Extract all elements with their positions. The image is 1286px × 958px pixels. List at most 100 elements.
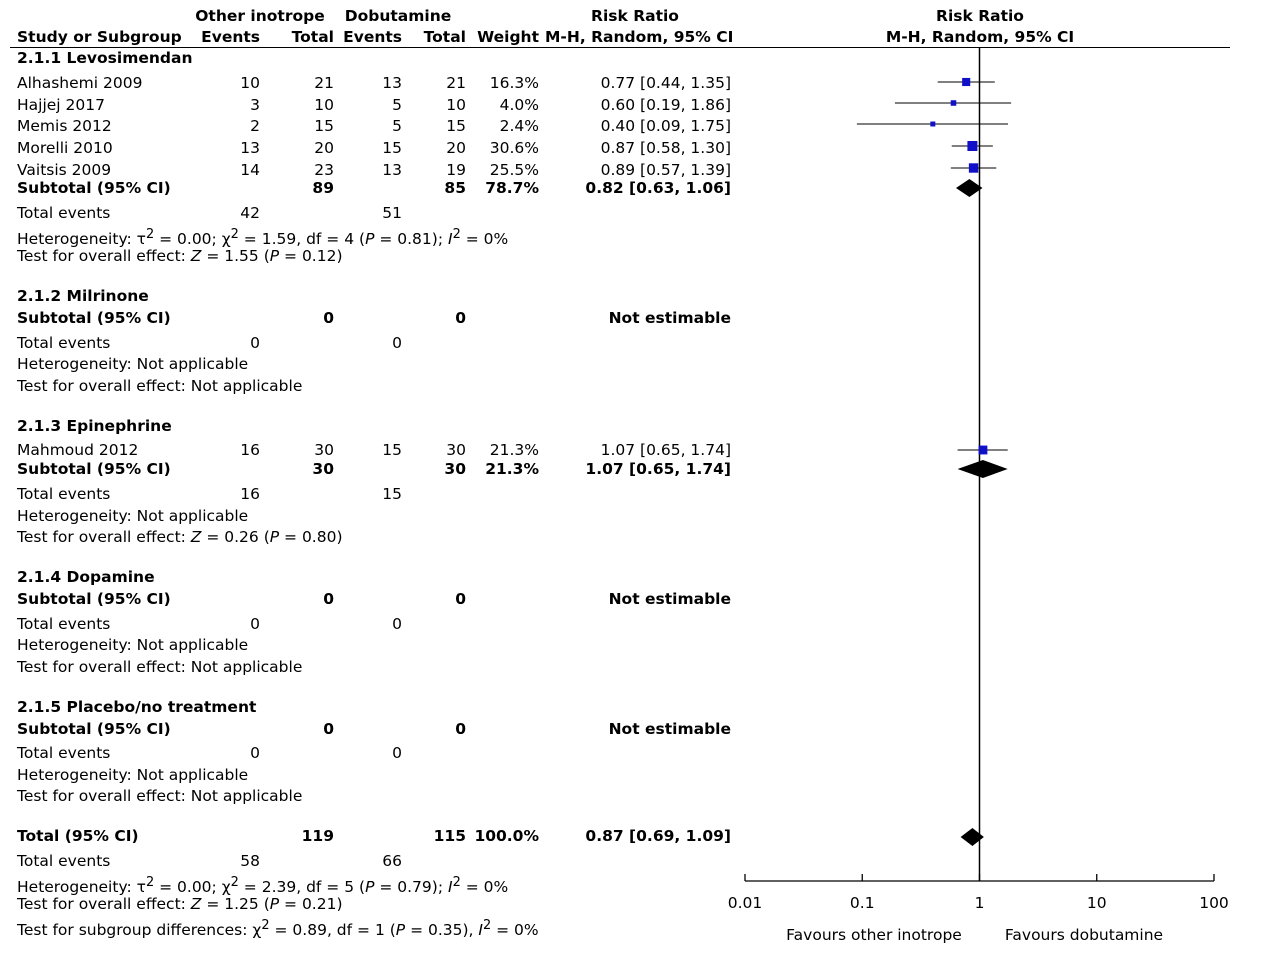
events1: 2 [250,117,260,135]
overall-effect: Test for overall effect: Z = 1.55 (P = 0… [17,247,343,265]
subtotal-total1: 0 [323,590,334,608]
x-tick-label: 100 [1199,894,1229,912]
subtotal-total2: 0 [455,590,466,608]
subtotal-label: Subtotal (95% CI) [17,309,171,327]
subtotal-label: Subtotal (95% CI) [17,590,171,608]
pooled-diamond [955,179,983,197]
rr-method-header: M-H, Random, 95% CI [545,28,734,46]
total-weight: 100.0% [474,827,539,845]
subtotal-total1: 0 [323,309,334,327]
total-events2: 0 [392,615,402,633]
total2: 21 [446,74,466,92]
total2: 30 [446,441,466,459]
total-risk-ratio: 0.87 [0.69, 1.09] [585,827,731,845]
total-events-label: Total events [17,485,111,503]
x-tick-label: 0.01 [728,894,763,912]
weight: 30.6% [489,139,539,157]
risk-ratio: 0.89 [0.57, 1.39] [600,161,731,179]
overall-effect: Test for overall effect: Z = 0.26 (P = 0… [17,528,343,546]
events2: 5 [392,117,402,135]
heterogeneity: Heterogeneity: τ2 = 0.00; χ2 = 2.39, df … [17,875,509,897]
weight: 2.4% [499,117,539,135]
risk-ratio: 0.87 [0.58, 1.30] [600,139,731,157]
heterogeneity: Heterogeneity: Not applicable [17,766,249,784]
total2: 19 [446,161,466,179]
total1: 10 [314,96,334,114]
events1: 13 [240,139,260,157]
total-events-label: Total events [17,615,111,633]
total1: 21 [314,74,334,92]
x-tick-label: 0.1 [850,894,875,912]
subtotal-risk-ratio: 1.07 [0.65, 1.74] [585,460,731,478]
events2: 13 [382,74,402,92]
study-name: Memis 2012 [17,117,112,135]
subtotal-label: Subtotal (95% CI) [17,179,171,197]
subgroup-title: 2.1.3 Epinephrine [17,417,172,435]
study-name: Alhashemi 2009 [17,74,143,92]
total-events-label: Total events [17,204,111,222]
weight-header: Weight [477,28,539,46]
study-column-header: Study or Subgroup [17,28,182,46]
subtotal-total1: 0 [323,720,334,738]
events2: 15 [382,441,402,459]
plot-title: Risk Ratio [936,7,1024,25]
total-events2: 66 [382,852,402,870]
weight: 21.3% [489,441,539,459]
favours-left-label: Favours other inotrope [786,926,962,944]
group1-header: Other inotrope [195,7,325,25]
study-marker [950,100,957,106]
overall-effect: Test for overall effect: Z = 1.25 (P = 0… [17,895,343,913]
total-events1: 0 [250,334,260,352]
overall-effect: Test for overall effect: Not applicable [17,377,303,395]
study-marker [930,121,936,127]
heterogeneity: Heterogeneity: τ2 = 0.00; χ2 = 1.59, df … [17,227,509,249]
subgroup-title: 2.1.2 Milrinone [17,287,149,305]
risk-ratio: 0.77 [0.44, 1.35] [600,74,731,92]
events1: 16 [240,441,260,459]
total-events2: 0 [392,334,402,352]
header-rule [10,47,1230,48]
x-tick-label: 10 [1087,894,1107,912]
subtotal-weight: 78.7% [485,179,539,197]
events1: 3 [250,96,260,114]
events1-header: Events [201,28,260,46]
total-events-label: Total events [17,334,111,352]
total1: 15 [314,117,334,135]
study-marker [978,445,988,455]
study-marker [962,77,971,87]
events1: 14 [240,161,260,179]
events2: 15 [382,139,402,157]
total-events1: 58 [240,852,260,870]
subtotal-total2: 85 [444,179,466,197]
total-events2: 0 [392,744,402,762]
events2: 13 [382,161,402,179]
subtotal-risk-ratio: 0.82 [0.63, 1.06] [585,179,731,197]
subgroup-differences: Test for subgroup differences: χ2 = 0.89… [17,918,539,940]
subtotal-total2: 30 [444,460,466,478]
study-name: Mahmoud 2012 [17,441,139,459]
total2: 20 [446,139,466,157]
total-events-label: Total events [17,744,111,762]
total-events1: 42 [240,204,260,222]
events1: 10 [240,74,260,92]
study-marker [968,163,979,173]
subtotal-total2: 0 [455,720,466,738]
subtotal-label: Subtotal (95% CI) [17,720,171,738]
pooled-diamond [960,828,984,846]
total2-header: Total [423,28,466,46]
overall-effect: Test for overall effect: Not applicable [17,658,303,676]
plot-method-header: M-H, Random, 95% CI [885,28,1075,46]
study-name: Morelli 2010 [17,139,113,157]
subtotal-total2: 0 [455,309,466,327]
total1: 23 [314,161,334,179]
favours-right-label: Favours dobutamine [1004,926,1164,944]
subtotal-risk-ratio: Not estimable [608,720,731,738]
total-total2: 115 [433,827,466,845]
x-tick-label: 1 [975,894,985,912]
pooled-diamond [957,460,1008,478]
total-events1: 0 [250,744,260,762]
risk-ratio: 0.60 [0.19, 1.86] [600,96,731,114]
total2: 15 [446,117,466,135]
subgroup-title: 2.1.4 Dopamine [17,568,155,586]
